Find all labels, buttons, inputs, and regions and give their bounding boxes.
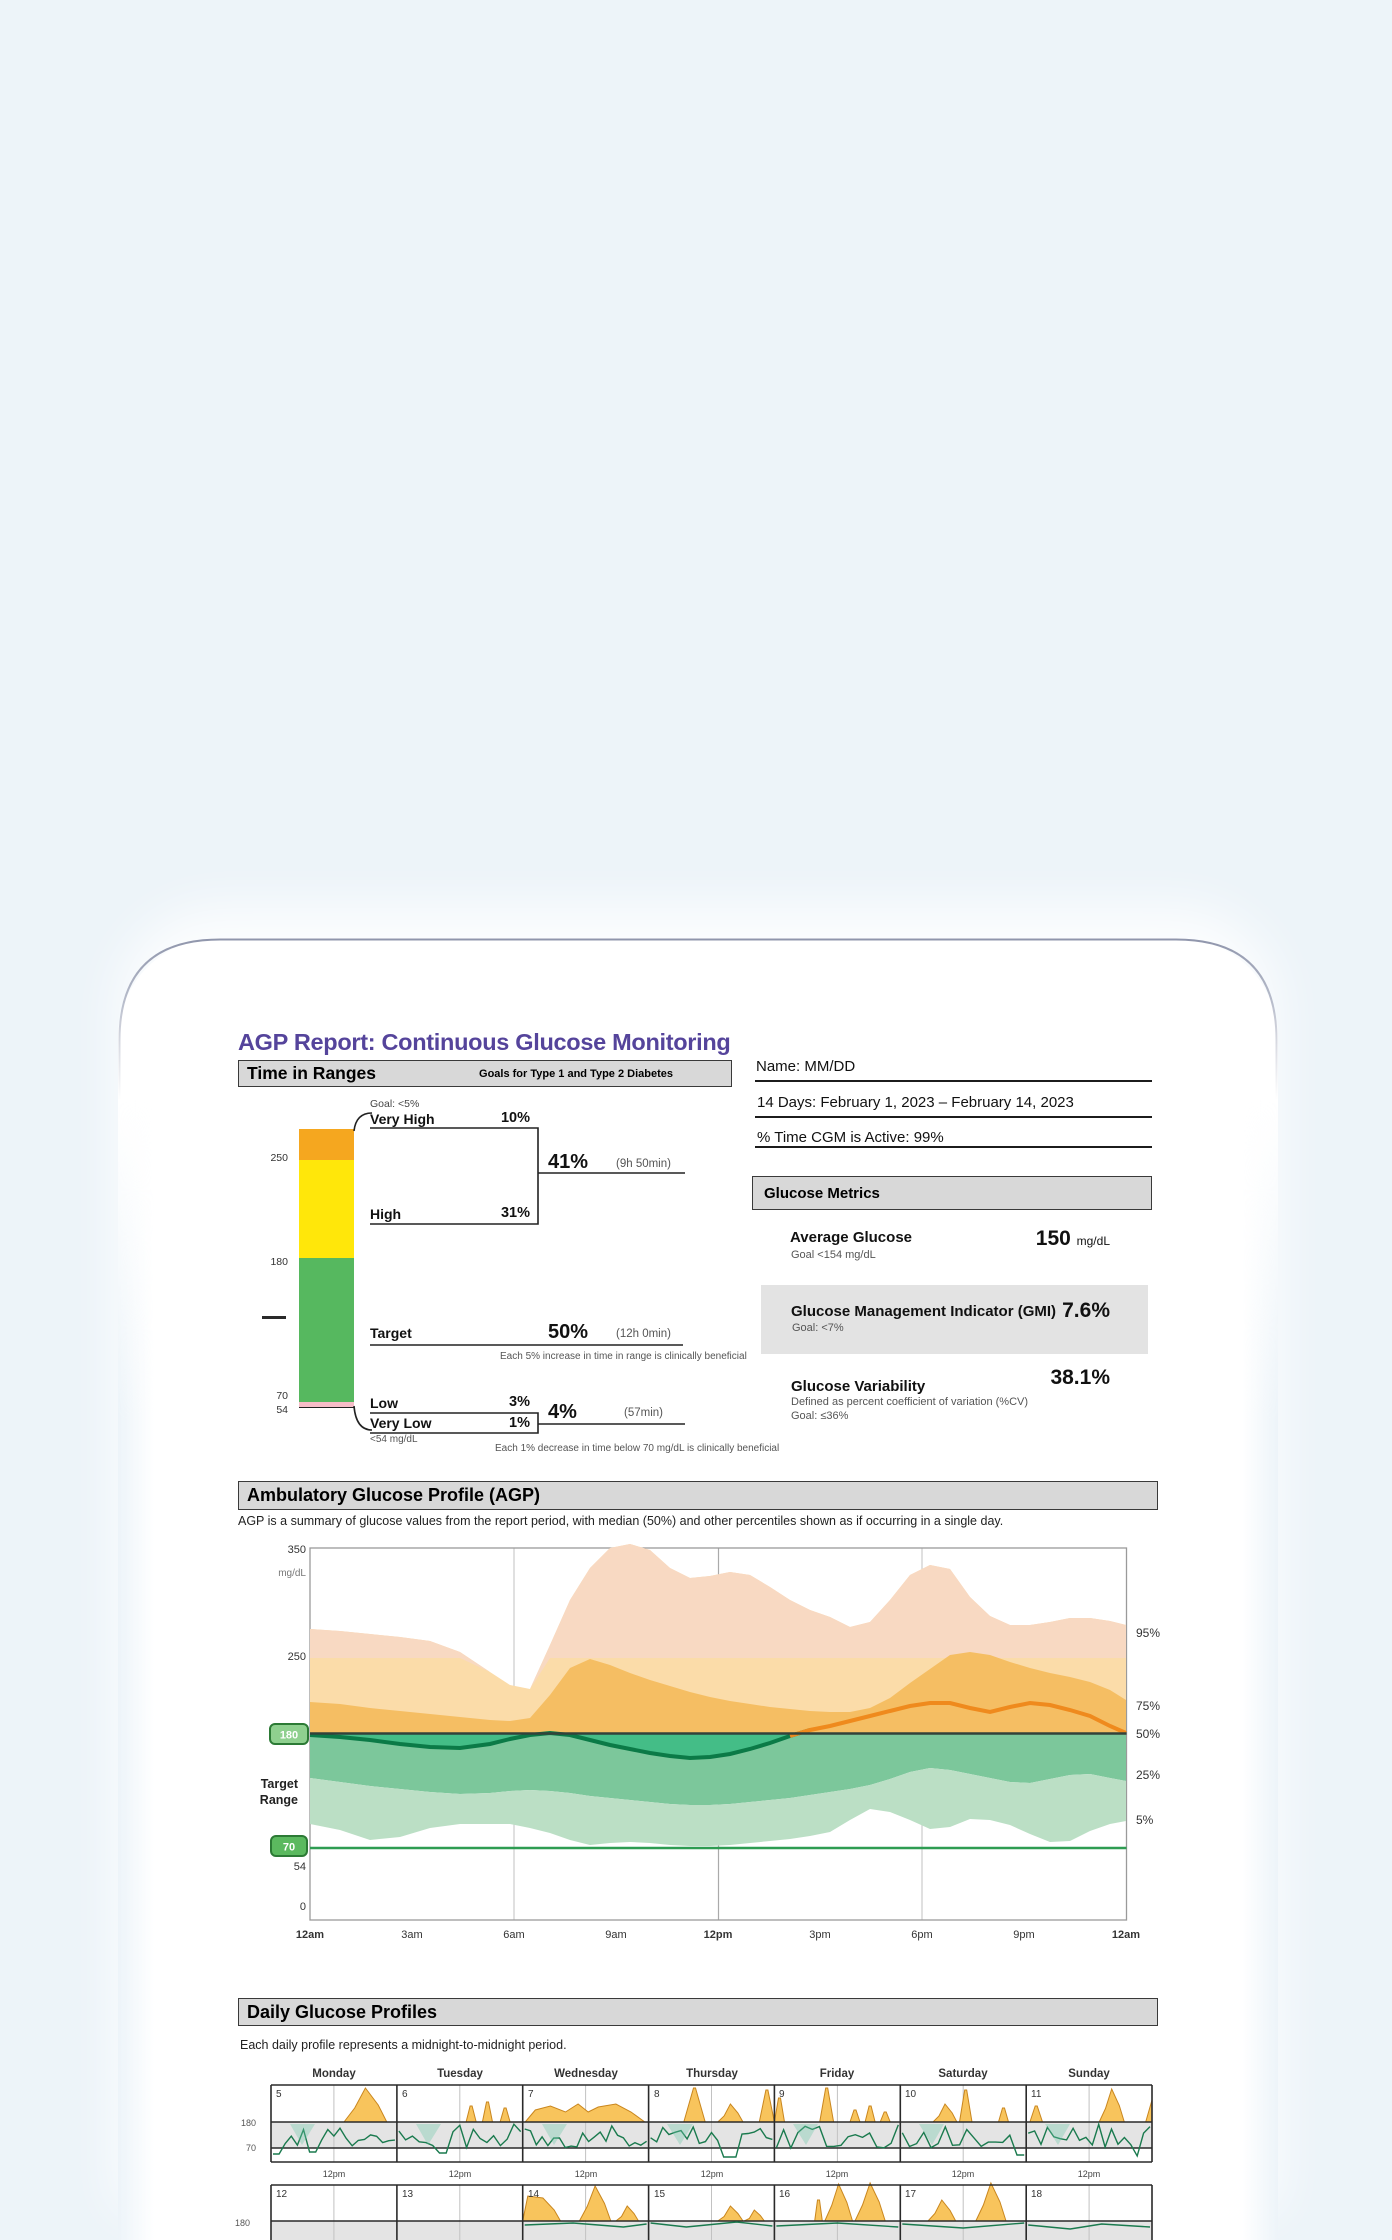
svg-text:95%: 95% — [1136, 1626, 1160, 1640]
svg-text:13: 13 — [402, 2189, 414, 2200]
svg-text:16: 16 — [779, 2189, 791, 2200]
svg-text:350: 350 — [288, 1544, 306, 1556]
svg-text:17: 17 — [905, 2189, 917, 2200]
svg-text:Wednesday: Wednesday — [554, 2068, 618, 2080]
svg-text:180: 180 — [280, 1730, 298, 1742]
svg-text:70: 70 — [283, 1842, 295, 1854]
svg-text:12am: 12am — [1112, 1929, 1140, 1941]
svg-text:12: 12 — [276, 2189, 288, 2200]
svg-text:12pm: 12pm — [701, 2169, 724, 2179]
svg-text:75%: 75% — [1136, 1699, 1160, 1713]
svg-text:5: 5 — [276, 2089, 282, 2100]
svg-text:6pm: 6pm — [911, 1929, 932, 1941]
svg-text:0: 0 — [300, 1901, 306, 1913]
svg-text:14: 14 — [528, 2189, 540, 2200]
svg-text:Tuesday: Tuesday — [437, 2068, 483, 2080]
svg-text:54: 54 — [294, 1861, 306, 1873]
svg-text:5%: 5% — [1136, 1813, 1154, 1827]
svg-text:12pm: 12pm — [826, 2169, 849, 2179]
svg-text:6am: 6am — [503, 1929, 524, 1941]
svg-text:12pm: 12pm — [952, 2169, 975, 2179]
svg-text:10: 10 — [905, 2089, 917, 2100]
svg-text:12pm: 12pm — [323, 2169, 346, 2179]
svg-text:Thursday: Thursday — [686, 2068, 738, 2080]
svg-text:8: 8 — [654, 2089, 660, 2100]
svg-text:6: 6 — [402, 2089, 408, 2100]
svg-text:9: 9 — [779, 2089, 785, 2100]
svg-text:12pm: 12pm — [449, 2169, 472, 2179]
svg-text:180: 180 — [241, 2118, 256, 2128]
svg-text:Range: Range — [260, 1793, 298, 1807]
svg-text:3am: 3am — [401, 1929, 422, 1941]
svg-text:15: 15 — [654, 2189, 666, 2200]
svg-text:Monday: Monday — [312, 2068, 356, 2080]
svg-text:Sunday: Sunday — [1068, 2068, 1110, 2080]
svg-text:180: 180 — [235, 2218, 250, 2228]
svg-text:9am: 9am — [605, 1929, 626, 1941]
svg-text:9pm: 9pm — [1013, 1929, 1034, 1941]
svg-text:mg/dL: mg/dL — [278, 1568, 306, 1579]
svg-text:Friday: Friday — [820, 2068, 855, 2080]
svg-text:12pm: 12pm — [704, 1929, 733, 1941]
svg-text:7: 7 — [528, 2089, 534, 2100]
svg-text:Saturday: Saturday — [938, 2068, 988, 2080]
svg-text:50%: 50% — [1136, 1727, 1160, 1741]
svg-text:11: 11 — [1031, 2089, 1042, 2100]
svg-text:12pm: 12pm — [575, 2169, 598, 2179]
svg-text:12pm: 12pm — [1078, 2169, 1101, 2179]
svg-text:250: 250 — [288, 1651, 306, 1663]
svg-text:18: 18 — [1031, 2189, 1043, 2200]
svg-text:70: 70 — [246, 2143, 256, 2153]
svg-text:25%: 25% — [1136, 1768, 1160, 1782]
svg-text:12am: 12am — [296, 1929, 324, 1941]
svg-text:Target: Target — [261, 1777, 299, 1791]
svg-text:3pm: 3pm — [809, 1929, 830, 1941]
